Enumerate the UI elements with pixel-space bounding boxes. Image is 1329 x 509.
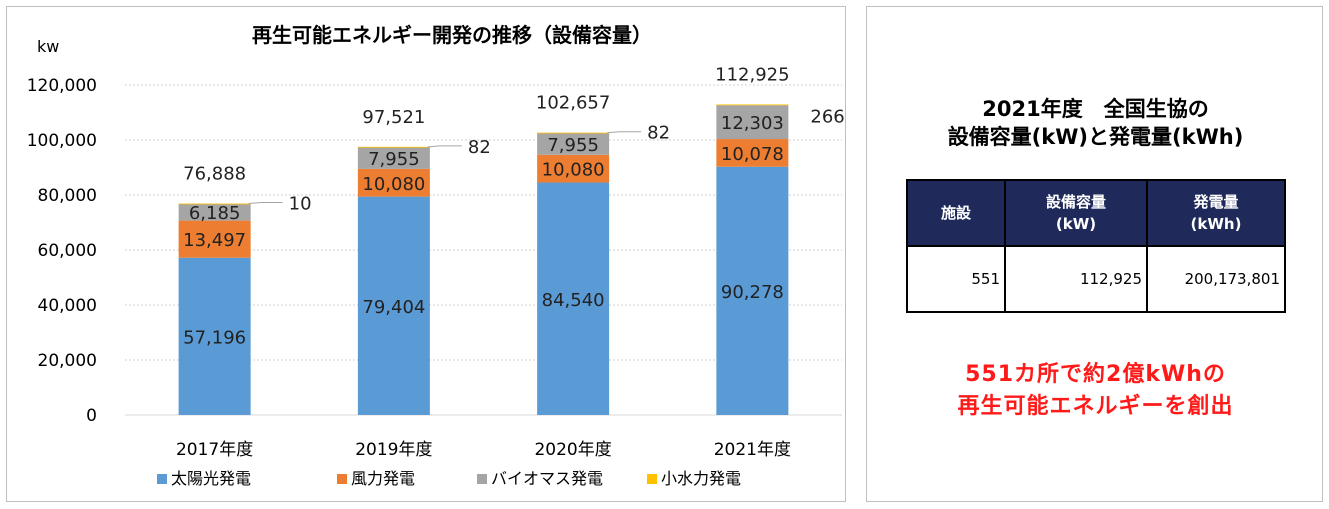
data-label: 266 <box>810 106 844 127</box>
data-label: 90,278 <box>721 282 784 303</box>
leader-line <box>248 202 283 205</box>
summary-title-line1: 2021年度 全国生協の <box>982 97 1209 121</box>
total-label: 76,888 <box>183 164 246 185</box>
legend: 太陽光発電 風力発電 バイオマス発電 小水力発電 <box>157 469 741 488</box>
data-label: 10,080 <box>362 174 425 195</box>
bar-3-3 <box>716 104 789 106</box>
total-label: 112,925 <box>715 64 789 85</box>
y-tick-label: 40,000 <box>38 296 97 316</box>
header-generation-unit: (kWh) <box>1190 215 1242 233</box>
legend-swatch <box>157 474 167 484</box>
x-tick-label: 2021年度 <box>714 440 791 460</box>
x-tick-label: 2020年度 <box>534 440 611 460</box>
header-capacity: 設備容量 (kW) <box>1004 179 1148 247</box>
x-tick-label: 2019年度 <box>355 440 432 460</box>
table-row: 551 112,925 200,173,801 <box>906 245 1286 313</box>
data-label: 10 <box>289 194 312 215</box>
header-generation-label: 発電量 <box>1193 193 1239 211</box>
callout-line2: 再生可能エネルギーを創出 <box>957 394 1234 419</box>
y-axis-ticks: 0 20,000 40,000 60,000 80,000 100,000 120,000 <box>27 76 97 426</box>
summary-title: 2021年度 全国生協の 設備容量(kW)と発電量(kWh) <box>867 95 1324 151</box>
bar-1-0 <box>178 220 251 258</box>
legend-label: 風力発電 <box>351 469 415 488</box>
legend-label: 太陽光発電 <box>171 469 251 488</box>
header-capacity-unit: (kW) <box>1055 215 1097 233</box>
legend-label: 小水力発電 <box>661 469 741 488</box>
legend-label: バイオマス発電 <box>491 469 603 488</box>
y-tick-label: 100,000 <box>27 131 97 151</box>
bars <box>178 104 789 415</box>
data-label: 84,540 <box>542 290 605 311</box>
y-tick-label: 80,000 <box>38 186 97 206</box>
cell-capacity: 112,925 <box>1004 245 1148 313</box>
bar-0-3 <box>716 166 789 415</box>
bar-0-2 <box>537 182 610 415</box>
header-facilities: 施設 <box>906 179 1006 247</box>
bar-0-1 <box>357 196 430 415</box>
bar-1-1 <box>357 168 430 197</box>
data-label: 82 <box>647 123 670 144</box>
data-label: 7,955 <box>547 135 599 156</box>
data-label: 79,404 <box>362 297 425 318</box>
summary-table-header-row: 施設 設備容量 (kW) 発電量 (kWh) <box>906 179 1286 247</box>
bar-2-1 <box>357 147 430 169</box>
bar-2-2 <box>537 132 610 155</box>
y-tick-label: 120,000 <box>27 76 97 96</box>
y-tick-label: 60,000 <box>38 241 97 261</box>
data-label: 6,185 <box>189 203 241 224</box>
stacked-bar-chart: 再生可能エネルギー開発の推移（設備容量） kw 0 20,000 40,000 60,… <box>27 23 845 488</box>
y-tick-label: 0 <box>86 406 97 426</box>
legend-swatch <box>477 474 487 484</box>
data-label: 82 <box>468 137 491 158</box>
data-label: 10,078 <box>721 144 784 165</box>
callout-line1: 551カ所で約2億kWhの <box>965 362 1226 387</box>
bar-0-0 <box>178 257 251 415</box>
bar-3-0 <box>178 203 251 205</box>
data-label: 7,955 <box>368 149 420 170</box>
total-label: 102,657 <box>536 93 610 114</box>
leader-line <box>427 145 462 148</box>
data-label: 12,303 <box>721 113 784 134</box>
y-axis-unit-label: kw <box>37 37 59 56</box>
legend-swatch <box>337 474 347 484</box>
data-label: 10,080 <box>542 160 605 181</box>
header-facilities-label: 施設 <box>940 204 971 222</box>
cell-generation: 200,173,801 <box>1146 245 1286 313</box>
bar-3-2 <box>537 132 610 134</box>
bar-3-1 <box>357 146 430 148</box>
chart-panel: 再生可能エネルギー開発の推移（設備容量） kw 0 20,000 40,000 60,… <box>6 6 846 502</box>
highlight-callout: 551カ所で約2億kWhの 再生可能エネルギーを創出 <box>867 359 1324 423</box>
bar-1-3 <box>716 139 789 167</box>
header-generation: 発電量 (kWh) <box>1146 179 1286 247</box>
chart-title: 再生可能エネルギー開発の推移（設備容量） <box>252 23 652 47</box>
bar-1-2 <box>537 154 610 183</box>
summary-title-line2: 設備容量(kW)と発電量(kWh) <box>947 125 1244 149</box>
x-axis-ticks: 2017年度 2019年度 2020年度 2021年度 <box>176 440 791 460</box>
bar-2-0 <box>178 203 251 221</box>
cell-facilities: 551 <box>906 245 1006 313</box>
leader-line <box>607 131 642 134</box>
summary-panel: 2021年度 全国生協の 設備容量(kW)と発電量(kWh) 施設 設備容量 (… <box>866 6 1323 502</box>
data-label: 13,497 <box>183 230 246 251</box>
header-capacity-label: 設備容量 <box>1045 193 1106 211</box>
bar-2-3 <box>716 105 789 140</box>
summary-table: 施設 設備容量 (kW) 発電量 (kWh) 551 112,925 200,1… <box>906 179 1286 313</box>
y-tick-label: 20,000 <box>38 351 97 371</box>
total-label: 97,521 <box>362 107 425 128</box>
x-tick-label: 2017年度 <box>176 440 253 460</box>
data-label: 57,196 <box>183 327 246 348</box>
legend-swatch <box>647 474 657 484</box>
data-labels: 57,196 13,497 6,185 10 76,888 79,404 10,080 7,9… <box>183 64 845 348</box>
